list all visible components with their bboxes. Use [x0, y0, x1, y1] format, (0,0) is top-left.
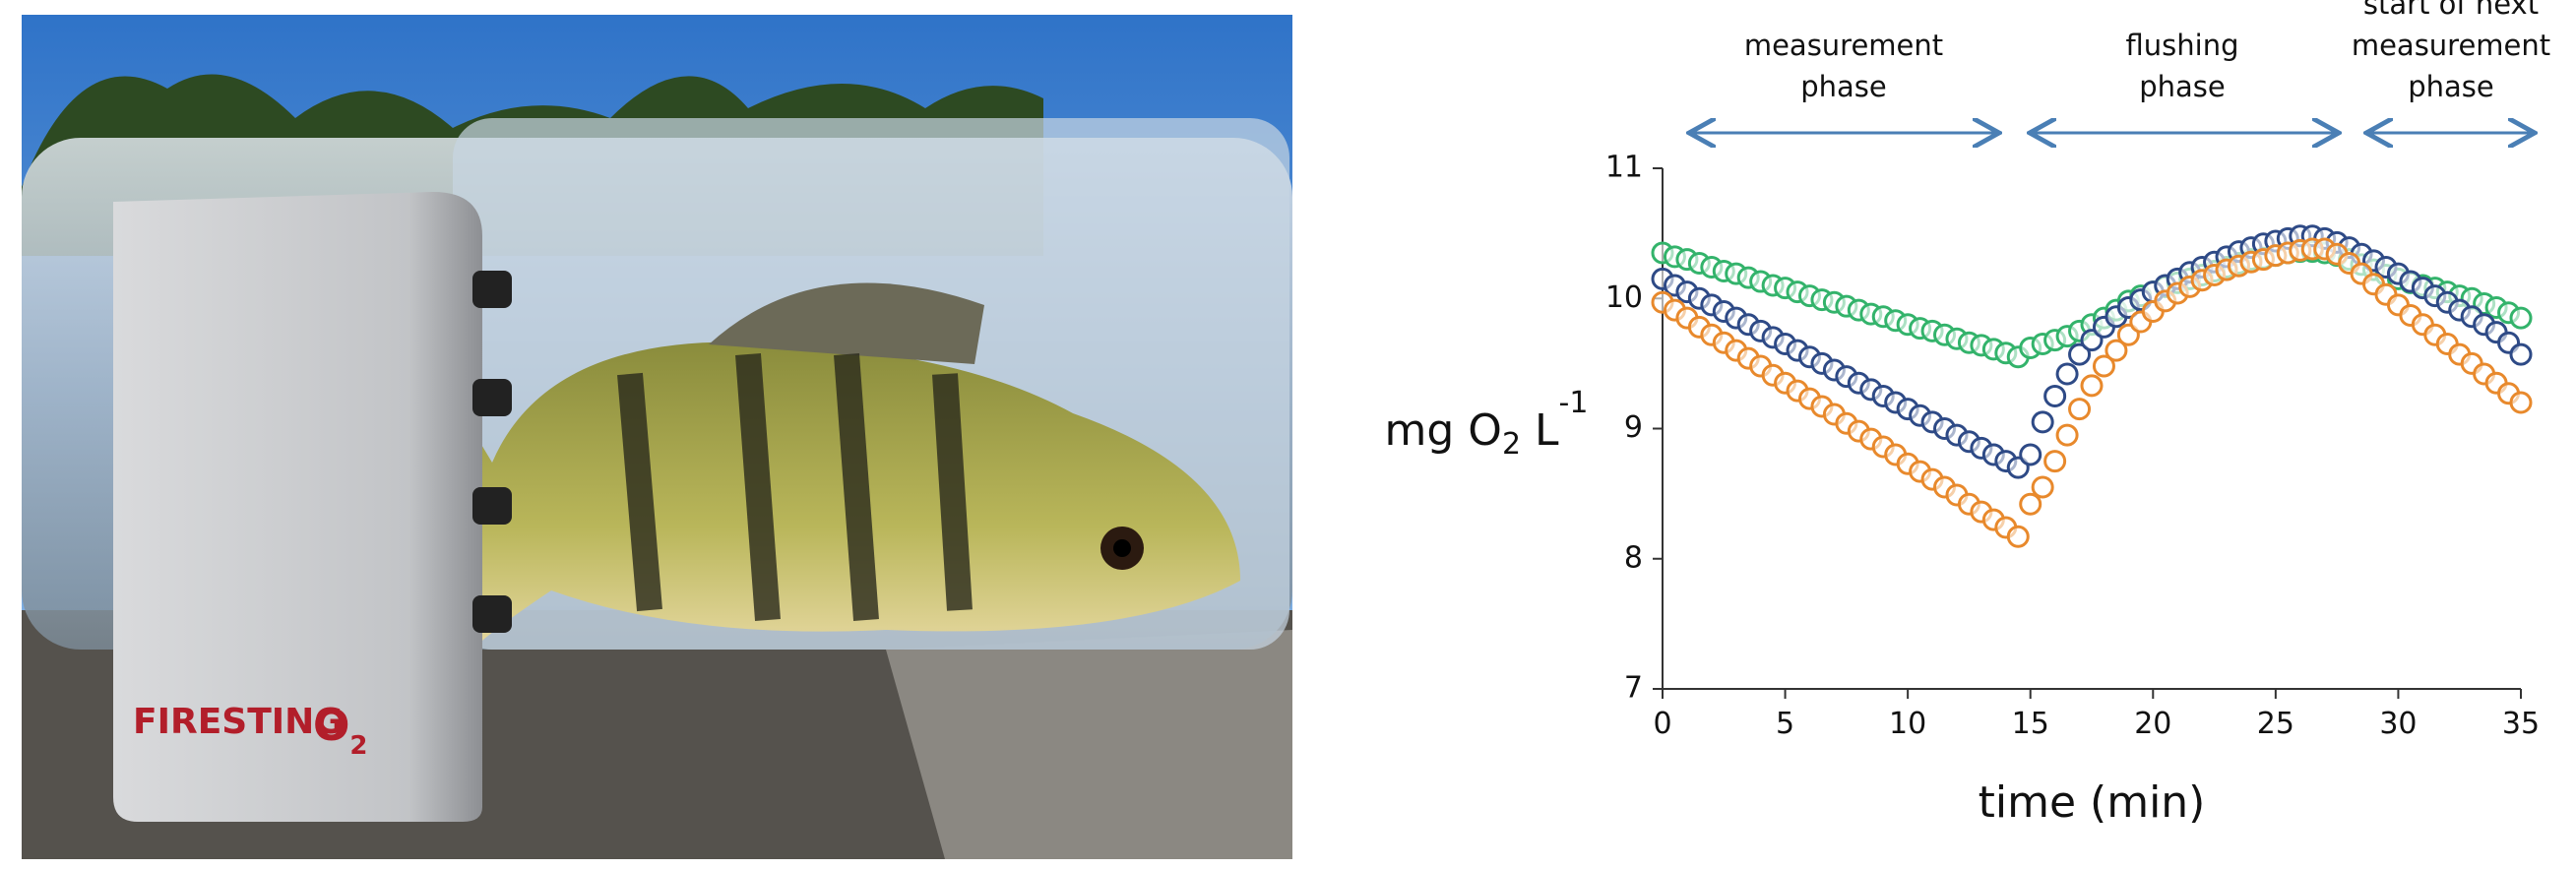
annotation-text: measurement [1744, 29, 1943, 62]
y-tick-label: 8 [1624, 540, 1643, 575]
annotation-text: start of next [2363, 0, 2539, 21]
y-axis-label: mg O2 L-1 [1385, 386, 1589, 462]
y-axis-label-part: 2 [1502, 427, 1521, 462]
data-point [2031, 410, 2054, 434]
data-point [2043, 450, 2067, 473]
data-point [2509, 306, 2533, 330]
y-tick-label: 11 [1605, 151, 1643, 185]
x-tick-label: 25 [2257, 707, 2294, 741]
data-point [2509, 391, 2533, 414]
x-tick-label: 20 [2134, 707, 2171, 741]
device-gas-main: O [313, 701, 349, 751]
y-tick-label: 10 [1605, 280, 1643, 315]
data-point [2105, 339, 2128, 362]
annotation-text: measurement [2352, 29, 2550, 62]
y-tick-label: 7 [1624, 671, 1643, 706]
data-point [2031, 475, 2054, 499]
x-tick-label: 10 [1889, 707, 1926, 741]
data-point [2006, 525, 2030, 548]
device-brand: FIRESTING [133, 702, 344, 742]
x-tick-label: 15 [2012, 707, 2049, 741]
annotation-text: phase [2139, 70, 2226, 103]
x-tick-label: 5 [1776, 707, 1794, 741]
x-tick-label: 35 [2502, 707, 2540, 741]
chart: mg O2 L-1 7 8 9 10 11 0 5 10 15 20 25 30 35 time (min… [1385, 0, 2551, 828]
y-axis-label-part: -1 [1559, 386, 1589, 420]
data-point [2080, 374, 2104, 398]
data-point [2092, 354, 2115, 378]
data-point [2068, 398, 2092, 421]
device-gas-sub: 2 [349, 731, 367, 761]
annotation-text: flushing [2126, 29, 2239, 62]
y-axis-label-part: L [1521, 405, 1559, 456]
y-axis-label-part: mg O [1385, 405, 1502, 456]
x-tick-label: 30 [2379, 707, 2417, 741]
data-point [2055, 423, 2079, 447]
data-point [2019, 492, 2042, 516]
x-axis-label: time (min) [1979, 777, 2206, 828]
annotation-text: phase [1800, 70, 1887, 103]
data-point [2055, 362, 2079, 386]
annotation-text: phase [2408, 70, 2494, 103]
data-point [2068, 342, 2092, 366]
data-point [2509, 342, 2533, 366]
data-point [2019, 443, 2042, 466]
x-tick-label: 0 [1653, 707, 1671, 741]
y-tick-label: 9 [1624, 410, 1643, 445]
device-gas: O2 [313, 701, 368, 761]
photo: FIRESTING O2 [22, 15, 1292, 859]
data-point [2043, 384, 2067, 407]
